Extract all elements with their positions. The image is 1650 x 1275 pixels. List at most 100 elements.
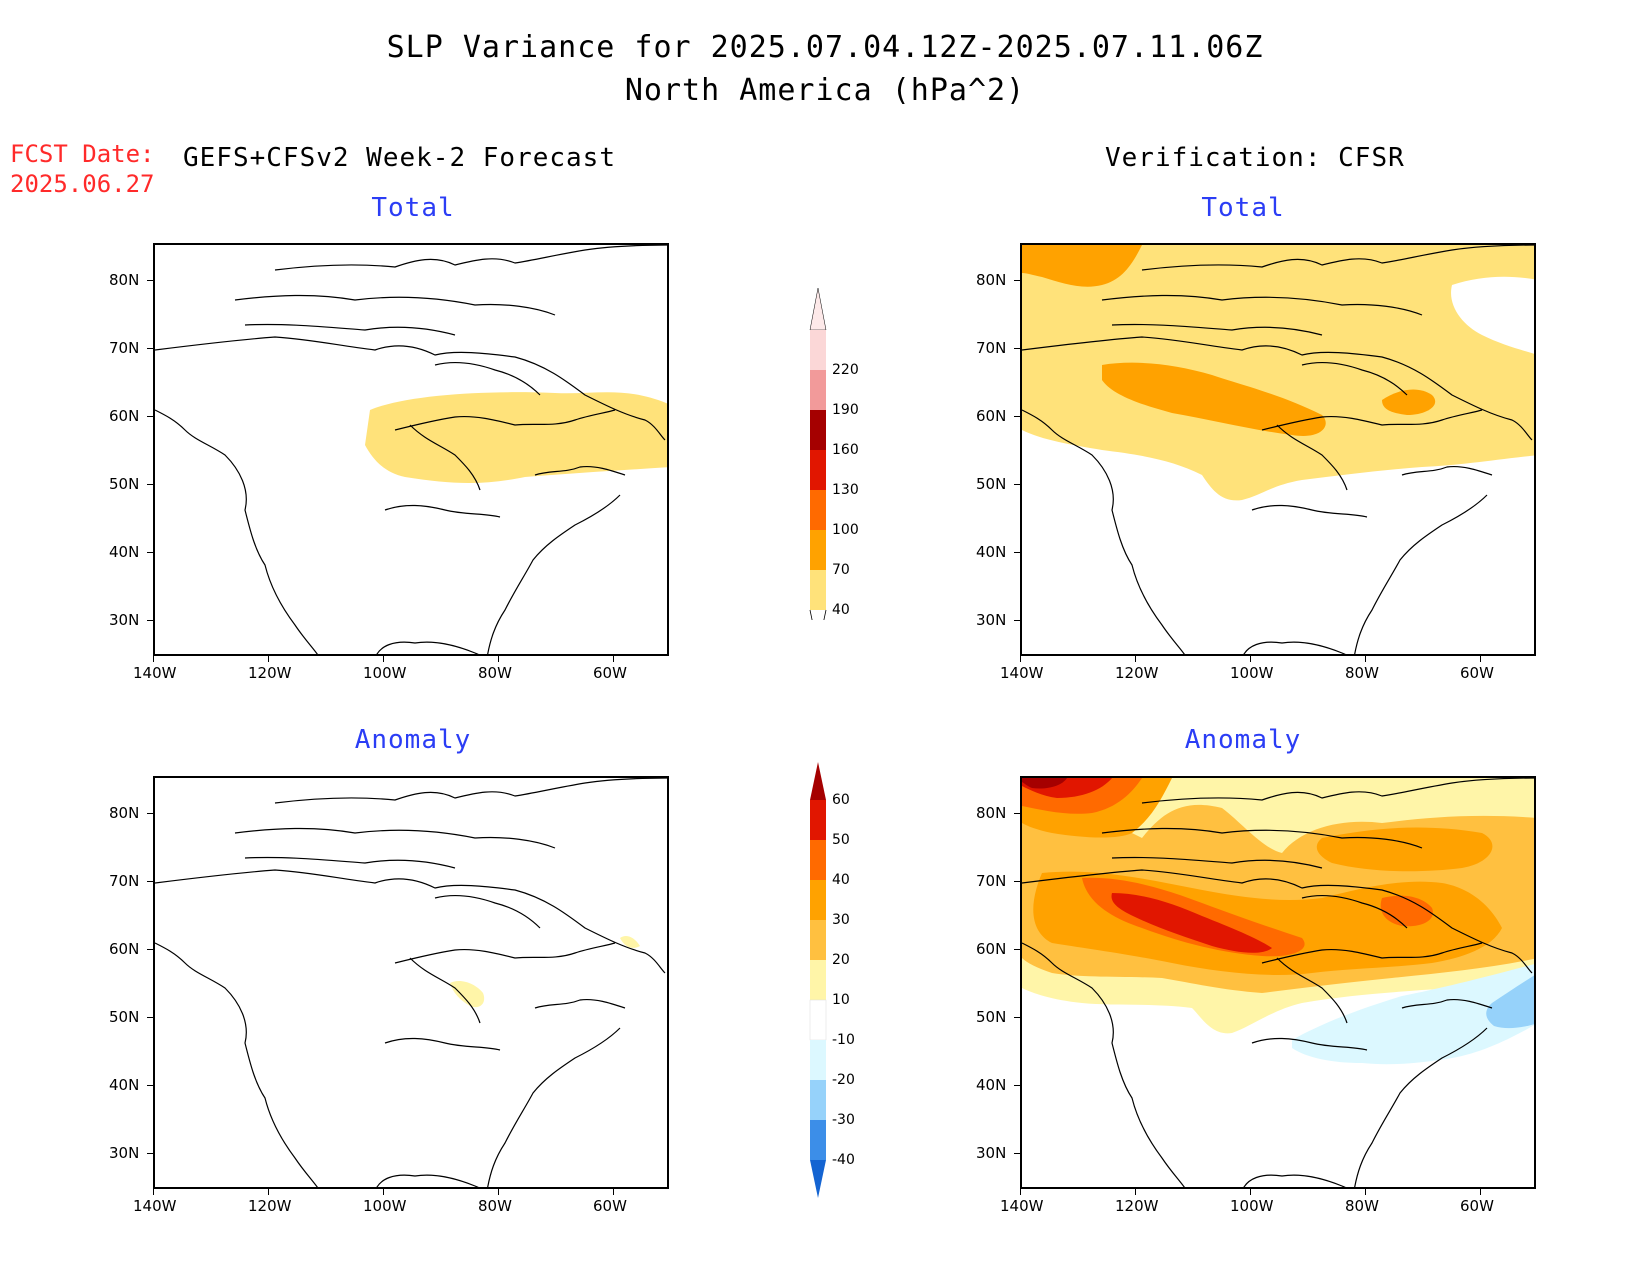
anomaly-colorbar-label: -20 (832, 1072, 855, 1088)
lon-tick-mark (1020, 656, 1021, 662)
lat-tick-mark (1014, 1153, 1020, 1154)
lon-tick-mark (498, 1189, 499, 1195)
total-colorbar-label: 220 (832, 362, 859, 378)
lat-tick-mark (1014, 348, 1020, 349)
lat-tick-mark (1014, 280, 1020, 281)
colorbar-segment (810, 960, 826, 1000)
coastlines (1022, 245, 1534, 654)
lon-tick-mark (1480, 656, 1481, 662)
lon-tick-mark (1250, 1189, 1251, 1195)
colorbar-segment (810, 800, 826, 840)
shading-70-100-east (1382, 389, 1436, 415)
lon-tick-label: 60W (1460, 664, 1494, 682)
colorbar-segment (810, 1040, 826, 1080)
colorbar-segment (810, 1120, 826, 1160)
colorbar-bottom-triangle (809, 609, 827, 649)
anomaly-colorbar-label: -40 (832, 1152, 855, 1168)
lon-tick-label: 80W (1345, 1197, 1379, 1215)
colorbar-segment (810, 530, 826, 570)
lat-tick-mark (1014, 949, 1020, 950)
forecast-column-title: GEFS+CFSv2 Week-2 Forecast (183, 143, 616, 173)
lat-tick-mark (1014, 813, 1020, 814)
lat-tick-label: 80N (976, 271, 1007, 289)
colorbar-top-triangle (809, 287, 827, 331)
shading-60-plus (1022, 778, 1067, 789)
lon-tick-mark (1135, 1189, 1136, 1195)
shading-10-20-b (620, 935, 640, 948)
lat-tick-mark (147, 1017, 153, 1018)
lon-tick-mark (613, 1189, 614, 1195)
lon-tick-mark (1365, 1189, 1366, 1195)
total-colorbar-label: 160 (832, 442, 859, 458)
lat-tick-label: 60N (976, 407, 1007, 425)
lon-tick-mark (383, 656, 384, 662)
lat-tick-mark (1014, 484, 1020, 485)
shading-neg-20-30 (1486, 975, 1534, 1029)
forecast-anomaly-title: Anomaly (354, 725, 472, 755)
lat-tick-label: 60N (109, 940, 140, 958)
total-colorbar-graphic (809, 287, 827, 649)
coastlines (1022, 778, 1534, 1187)
lat-tick-mark (147, 881, 153, 882)
anomaly-colorbar-label: -10 (832, 1032, 855, 1048)
lat-tick-label: 40N (109, 543, 140, 561)
lon-tick-mark (153, 656, 154, 662)
anomaly-colorbar-label: 10 (832, 992, 850, 1008)
lat-tick-mark (147, 620, 153, 621)
lat-tick-mark (147, 416, 153, 417)
colorbar-segment (810, 570, 826, 610)
lat-tick-label: 50N (976, 1008, 1007, 1026)
lat-tick-label: 60N (976, 940, 1007, 958)
lon-tick-label: 100W (1230, 1197, 1274, 1215)
lon-tick-mark (153, 1189, 154, 1195)
lon-tick-label: 100W (363, 1197, 407, 1215)
anomaly-colorbar-graphic (809, 762, 827, 1198)
colorbar-segment (810, 840, 826, 880)
colorbar-segment (810, 450, 826, 490)
lat-tick-label: 50N (976, 475, 1007, 493)
lat-tick-mark (147, 552, 153, 553)
lat-tick-label: 70N (109, 872, 140, 890)
lat-tick-label: 70N (109, 339, 140, 357)
lat-tick-label: 70N (976, 339, 1007, 357)
colorbar-segment (810, 1080, 826, 1120)
colorbar-top-triangle (810, 762, 826, 800)
fcst-date-label: FCST Date: (10, 140, 155, 168)
colorbar-segment (810, 370, 826, 410)
lat-tick-mark (1014, 620, 1020, 621)
fcst-date-value: 2025.06.27 (10, 170, 155, 198)
main-title: SLP Variance for 2025.07.04.12Z-2025.07.… (386, 30, 1264, 65)
total-colorbar-label: 40 (832, 602, 850, 618)
lon-tick-mark (1135, 656, 1136, 662)
verification-anomaly-map (1020, 776, 1536, 1189)
lat-tick-mark (1014, 881, 1020, 882)
lat-tick-mark (1014, 552, 1020, 553)
total-colorbar-label: 100 (832, 522, 859, 538)
colorbar-segment (810, 920, 826, 960)
lat-tick-mark (147, 1153, 153, 1154)
total-colorbar-label: 190 (832, 402, 859, 418)
lon-tick-label: 120W (248, 664, 292, 682)
shading-70-100-mid (1102, 362, 1326, 436)
lon-tick-label: 120W (248, 1197, 292, 1215)
lat-tick-mark (147, 280, 153, 281)
lon-tick-label: 80W (1345, 664, 1379, 682)
coastlines (155, 245, 667, 654)
anomaly-colorbar-label: 20 (832, 952, 850, 968)
colorbar-segment (810, 410, 826, 450)
lon-tick-label: 80W (478, 1197, 512, 1215)
colorbar-segment (810, 490, 826, 530)
forecast-anomaly-map (153, 776, 669, 1189)
lon-tick-mark (1480, 1189, 1481, 1195)
lon-tick-label: 80W (478, 664, 512, 682)
shading-40-70 (365, 392, 667, 483)
lon-tick-label: 60W (593, 664, 627, 682)
lon-tick-label: 60W (1460, 1197, 1494, 1215)
lat-tick-mark (147, 1085, 153, 1086)
shading-50-60 (1022, 778, 1272, 953)
white-hole-east (1451, 276, 1534, 354)
lat-tick-label: 40N (976, 543, 1007, 561)
lon-tick-mark (613, 656, 614, 662)
lat-tick-label: 80N (976, 804, 1007, 822)
lat-tick-label: 30N (976, 611, 1007, 629)
